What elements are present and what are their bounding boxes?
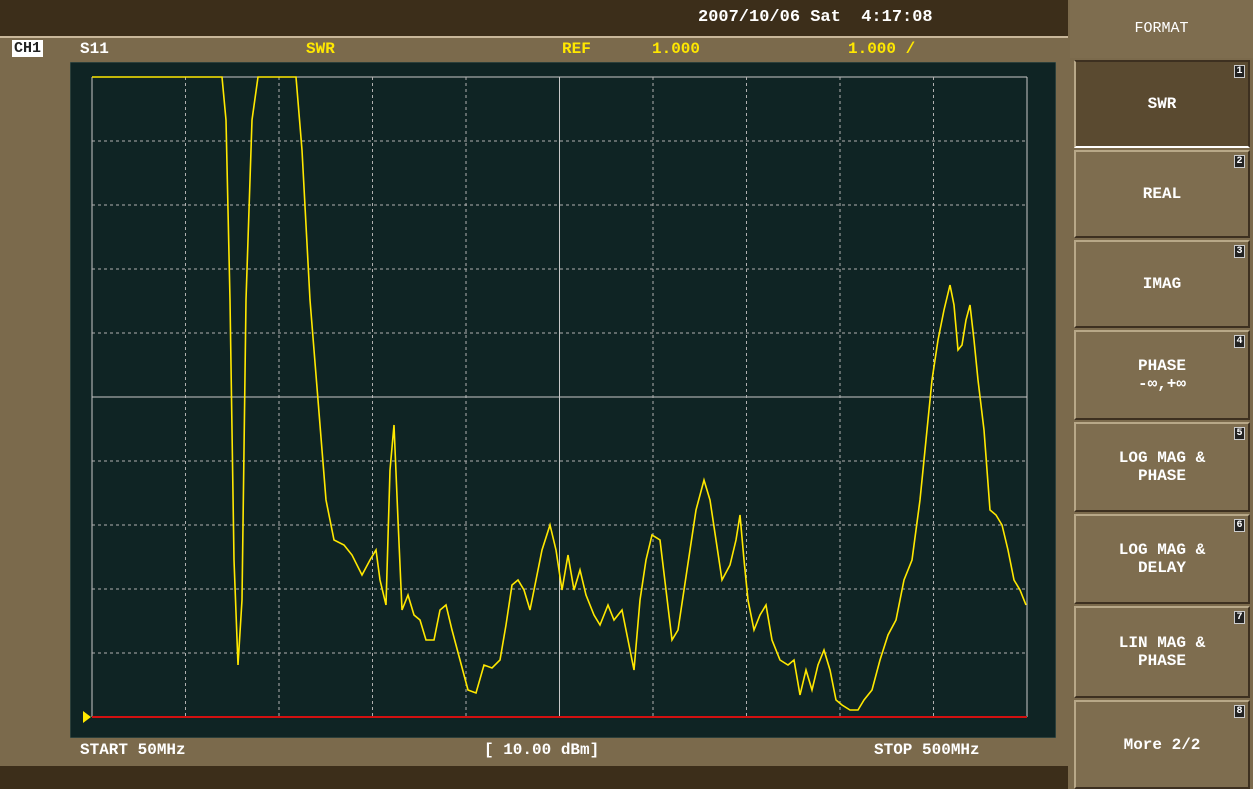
scale: 1.000 / <box>848 40 916 58</box>
button-label: IMAG <box>1142 275 1182 293</box>
menu-button[interactable]: REAL 2 <box>1074 150 1250 238</box>
button-number: 6 <box>1234 519 1245 532</box>
button-number: 7 <box>1234 611 1245 624</box>
button-sublabel: PHASE <box>1137 652 1186 670</box>
datetime: 2007/10/06 Sat 4:17:08 <box>698 8 933 27</box>
button-number: 5 <box>1234 427 1245 440</box>
button-number: 8 <box>1234 705 1245 718</box>
button-label: LOG MAG & <box>1118 449 1206 467</box>
plot <box>70 62 1056 738</box>
channel: CH1 <box>12 40 44 57</box>
menu-button[interactable]: LOG MAG & DELAY 6 <box>1074 514 1250 604</box>
button-number: 3 <box>1234 245 1245 258</box>
trace <box>92 76 1027 711</box>
stop-freq: STOP 500MHz <box>874 741 980 759</box>
button-number: 2 <box>1234 155 1245 168</box>
divider <box>0 36 1068 38</box>
menu-title: FORMAT <box>1070 0 1253 58</box>
ref-label: REF <box>562 40 591 58</box>
button-label: PHASE <box>1137 357 1186 375</box>
button-label: LOG MAG & <box>1118 541 1206 559</box>
button-label: REAL <box>1142 185 1182 203</box>
ref-marker <box>83 711 91 723</box>
button-sublabel: PHASE <box>1137 467 1186 485</box>
button-number: 4 <box>1234 335 1245 348</box>
plot-bg <box>70 62 1056 738</box>
status-bar <box>0 0 1068 36</box>
button-label: LIN MAG & <box>1118 634 1206 652</box>
menu-button[interactable]: More 2/2 8 <box>1074 700 1250 789</box>
menu-button[interactable]: LOG MAG & PHASE 5 <box>1074 422 1250 512</box>
format: SWR <box>306 40 335 58</box>
button-number: 1 <box>1234 65 1245 78</box>
button-label: SWR <box>1147 95 1177 113</box>
start-freq: START 50MHz <box>80 741 186 759</box>
menu-button[interactable]: LIN MAG & PHASE 7 <box>1074 606 1250 698</box>
power: [ 10.00 dBm] <box>484 741 600 759</box>
menu-button[interactable]: PHASE -∞,+∞ 4 <box>1074 330 1250 420</box>
parameter: S11 <box>80 40 109 58</box>
menu-button[interactable]: IMAG 3 <box>1074 240 1250 328</box>
ref-value: 1.000 <box>652 40 701 58</box>
bottom-bar <box>0 766 1068 789</box>
button-sublabel: DELAY <box>1137 559 1186 577</box>
menu-button[interactable]: SWR 1 <box>1074 60 1250 148</box>
button-sublabel: -∞,+∞ <box>1137 375 1186 393</box>
button-label: More 2/2 <box>1123 735 1201 754</box>
